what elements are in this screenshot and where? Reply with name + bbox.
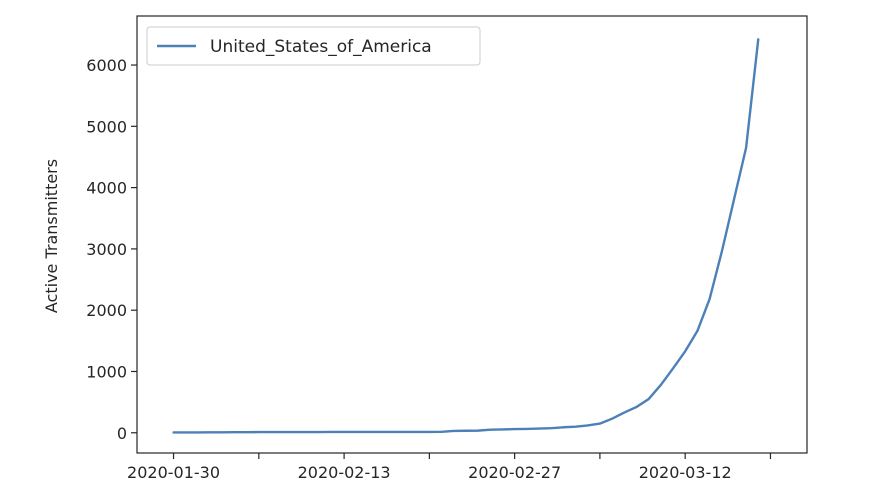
legend-box [146, 26, 481, 66]
y-axis: 0 1000 2000 3000 4000 5000 6000 [86, 56, 137, 443]
y-tick-label: 6000 [86, 56, 127, 75]
y-tick-label: 1000 [86, 362, 127, 381]
y-tick-label: 4000 [86, 179, 127, 198]
y-tick-label: 3000 [86, 240, 127, 259]
y-tick-label: 5000 [86, 117, 127, 136]
series-layer [172, 38, 760, 434]
x-tick-label: 2020-01-30 [127, 463, 220, 482]
series-line [172, 38, 760, 434]
x-tick-label: 2020-02-13 [298, 463, 391, 482]
y-axis-label: Active Transmitters [42, 159, 61, 313]
legend: United_States_of_America [146, 26, 481, 66]
x-tick-label: 2020-03-12 [639, 463, 732, 482]
x-axis: 2020-01-30 2020-02-13 2020-02-27 2020-03-12 [127, 453, 772, 482]
legend-entry-label: United_States_of_America [210, 37, 432, 57]
x-tick-label: 2020-02-27 [468, 463, 561, 482]
plot-frame [136, 15, 808, 454]
y-tick-label: 0 [117, 424, 127, 443]
y-tick-label: 2000 [86, 301, 127, 320]
